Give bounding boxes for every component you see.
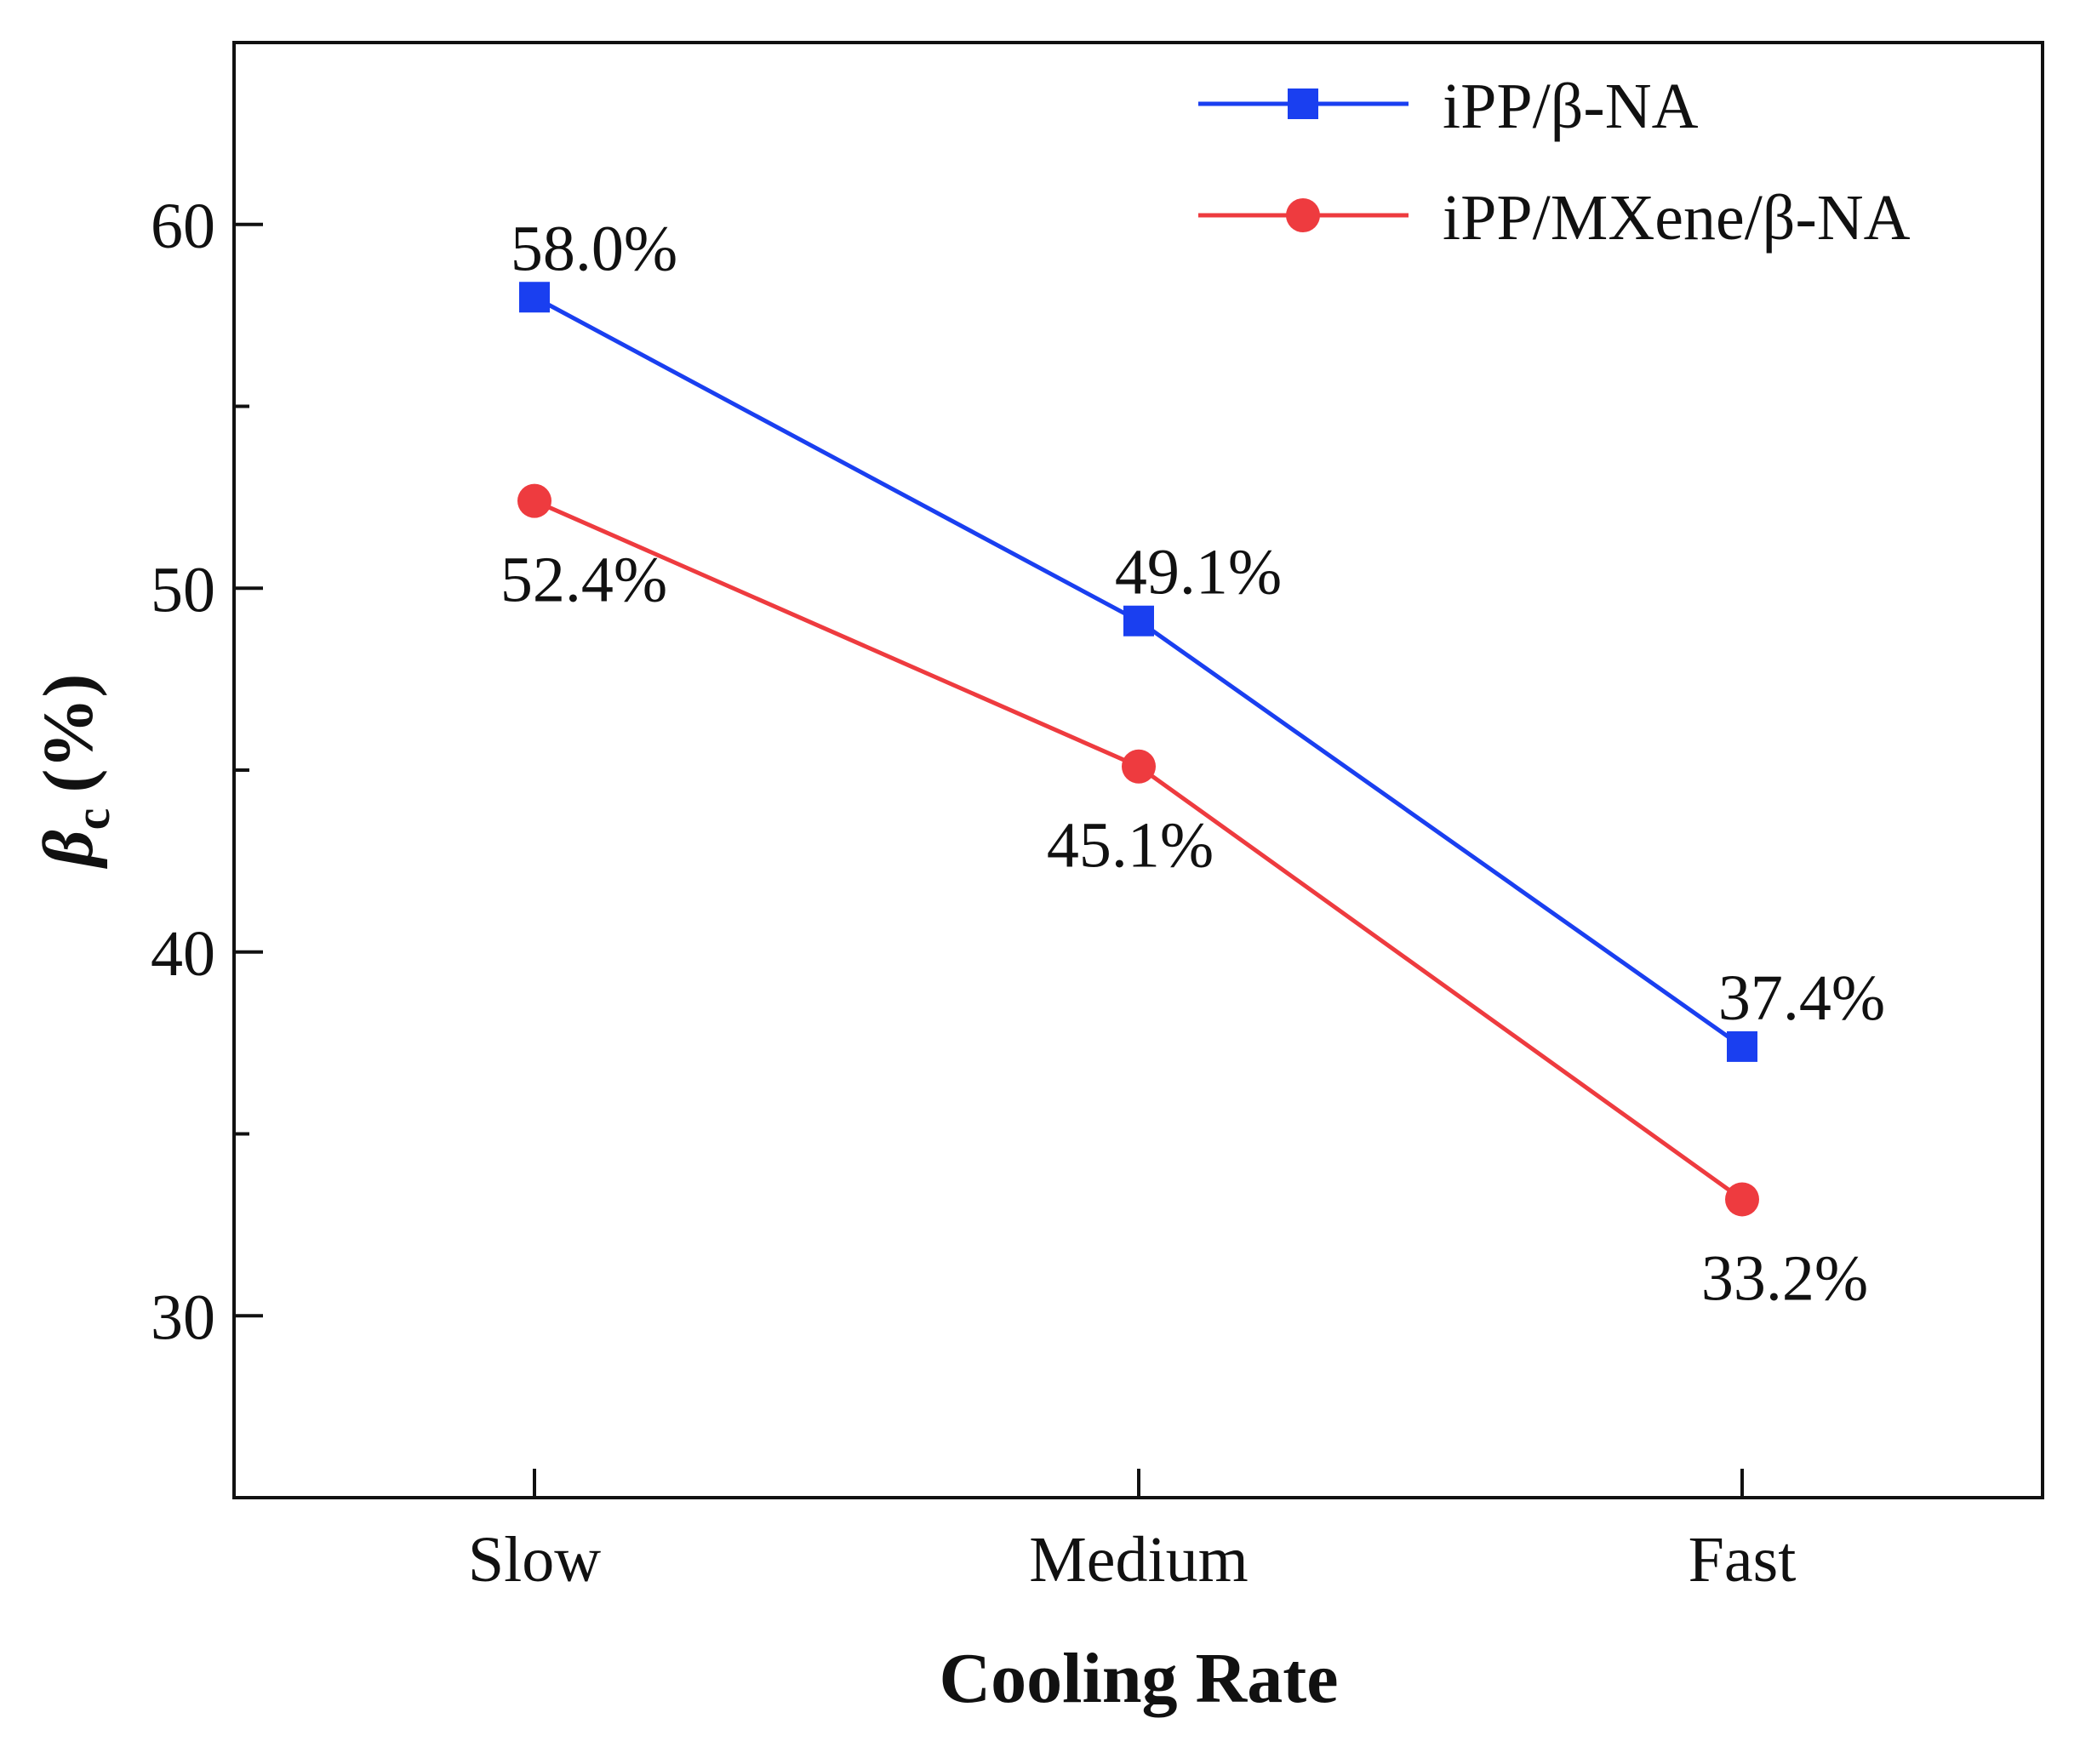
data-point-ipp-mxene-na [517, 483, 551, 518]
svg-text:βc(%): βc (%) [29, 674, 120, 870]
x-axis-title: Cooling Rate [940, 1639, 1339, 1718]
y-axis: 30 40 50 60 [151, 191, 263, 1353]
y-axis-title-unit: (%) [29, 674, 108, 793]
legend-marker-circle [1286, 198, 1320, 232]
legend: iPP/β-NA iPP/MXene/β-NA [1198, 71, 1911, 254]
y-tick-label: 40 [151, 918, 215, 990]
y-tick-label: 60 [151, 191, 215, 262]
data-point-ipp-na [519, 282, 550, 313]
data-label-ipp-mxene-na: 45.1% [1047, 810, 1214, 882]
data-label-ipp-na: 37.4% [1718, 962, 1885, 1034]
series-line-ipp-na [533, 295, 1744, 1048]
legend-marker-square [1288, 88, 1318, 119]
y-tick-label: 50 [151, 554, 215, 625]
y-tick-label: 30 [151, 1282, 215, 1353]
x-axis: Slow Medium Fast [468, 1469, 1796, 1596]
data-labels: 58.0% 49.1% 37.4% 52.4% 45.1% 33.2% [500, 213, 1885, 1314]
series-layer [517, 282, 1759, 1217]
legend-label-ipp-beta-na: iPP/β-NA [1443, 71, 1699, 142]
data-point-ipp-na [1727, 1030, 1757, 1062]
data-label-ipp-na: 49.1% [1115, 537, 1282, 608]
x-tick-label-slow: Slow [468, 1524, 601, 1596]
x-tick-label-medium: Medium [1029, 1524, 1249, 1596]
y-axis-title: βc (%) [29, 674, 120, 870]
legend-label-ipp-mxene-beta-na: iPP/MXene/β-NA [1443, 182, 1911, 254]
data-label-ipp-na: 58.0% [511, 213, 677, 284]
data-point-ipp-na [1123, 605, 1154, 637]
data-label-ipp-mxene-na: 52.4% [500, 545, 667, 616]
x-tick-label-fast: Fast [1689, 1524, 1797, 1596]
y-axis-title-subscript: c [65, 808, 120, 831]
data-point-ipp-mxene-na [1122, 749, 1156, 784]
y-axis-title-symbol: β [29, 830, 108, 869]
data-label-ipp-mxene-na: 33.2% [1701, 1242, 1868, 1314]
data-point-ipp-mxene-na [1725, 1182, 1759, 1217]
